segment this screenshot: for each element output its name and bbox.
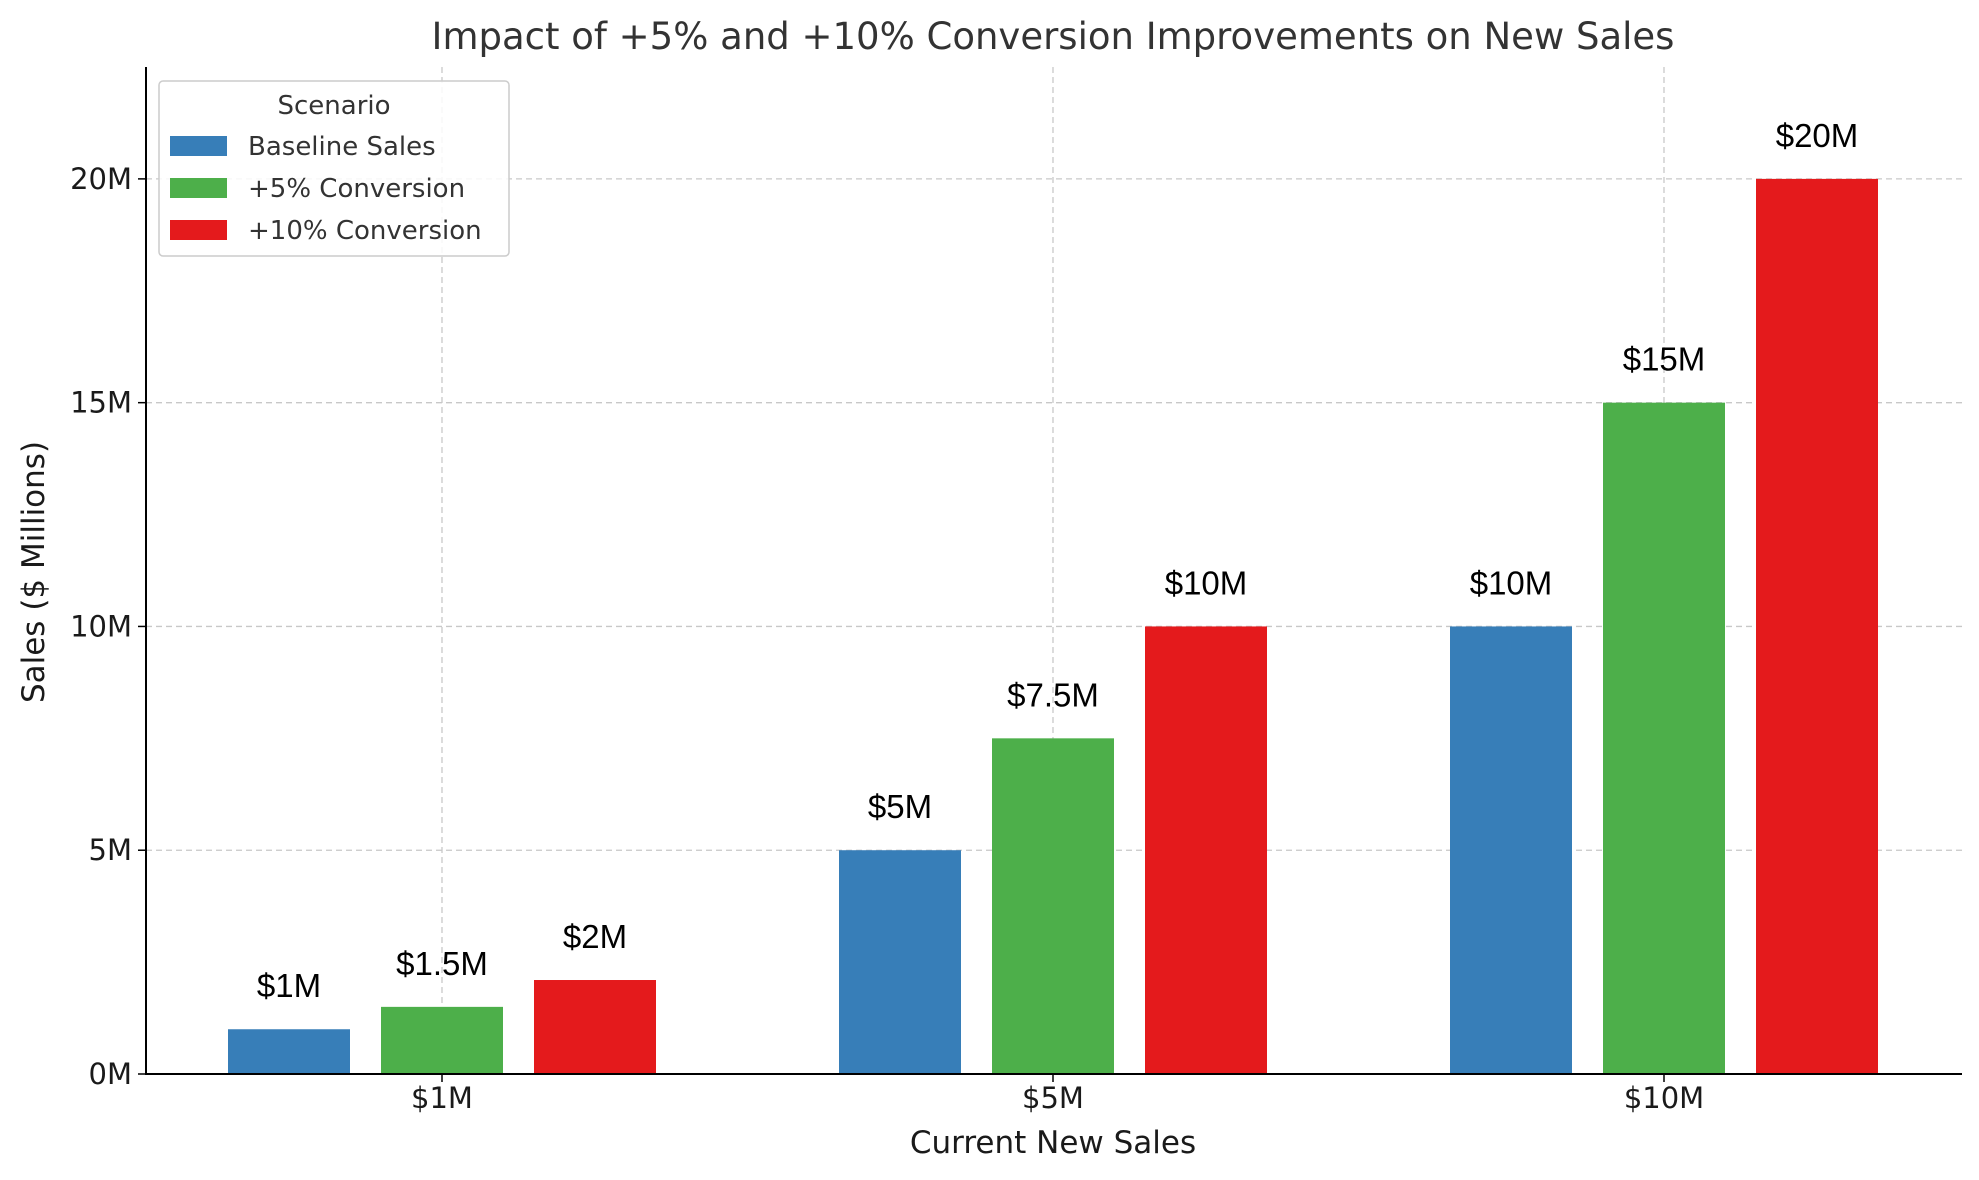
x-tick-label-2: $10M [1624, 1081, 1704, 1115]
y-tick-label-4: 20M [70, 162, 132, 196]
x-tick-label-1: $5M [1022, 1081, 1084, 1115]
y-axis-label: Sales ($ Millions) [16, 441, 52, 703]
chart-title: Impact of +5% and +10% Conversion Improv… [432, 15, 1675, 58]
bar-2-2 [1756, 178, 1878, 1074]
data-label-1-0: $1.5M [396, 945, 488, 982]
data-label-1-2: $15M [1623, 341, 1706, 378]
data-label-0-0: $1M [257, 967, 321, 1004]
legend-label-1: +5% Conversion [248, 174, 465, 204]
y-tick-label-1: 5M [89, 833, 132, 867]
y-tick-label-0: 0M [89, 1057, 132, 1091]
bar-0-0 [228, 1029, 350, 1074]
bar-2-1 [1145, 626, 1267, 1074]
bars [228, 178, 1878, 1075]
legend-swatch-0 [170, 136, 227, 156]
bar-2-0 [534, 980, 656, 1074]
bar-1-2 [1603, 402, 1725, 1075]
data-label-0-2: $10M [1470, 564, 1553, 601]
data-labels: $1M $5M $10M $1.5M $7.5M $15M $2M $10M $20M [257, 117, 1858, 1004]
legend-swatch-2 [170, 220, 227, 240]
x-tick-label-0: $1M [411, 1081, 473, 1115]
data-label-0-1: $5M [868, 788, 932, 825]
y-tick-label-3: 15M [70, 386, 132, 420]
tick-labels: 0M 5M 10M 15M 20M $1M $5M $10M [70, 162, 1704, 1115]
data-label-2-2: $20M [1776, 117, 1859, 154]
data-label-1-1: $7.5M [1007, 676, 1099, 713]
legend-box [158, 80, 510, 257]
bar-0-1 [839, 850, 961, 1074]
legend-label-2: +10% Conversion [248, 216, 482, 246]
bar-1-0 [381, 1006, 503, 1074]
bar-0-2 [1450, 626, 1572, 1074]
data-label-2-1: $10M [1165, 564, 1248, 601]
bar-1-1 [992, 738, 1114, 1074]
legend-label-0: Baseline Sales [248, 132, 436, 162]
x-axis-label: Current New Sales [910, 1125, 1196, 1161]
legend: Scenario Baseline Sales +5% Conversion +10… [158, 80, 510, 257]
y-tick-label-2: 10M [70, 609, 132, 643]
data-label-2-0: $2M [563, 918, 627, 955]
legend-swatch-1 [170, 178, 227, 198]
legend-title: Scenario [277, 91, 390, 121]
